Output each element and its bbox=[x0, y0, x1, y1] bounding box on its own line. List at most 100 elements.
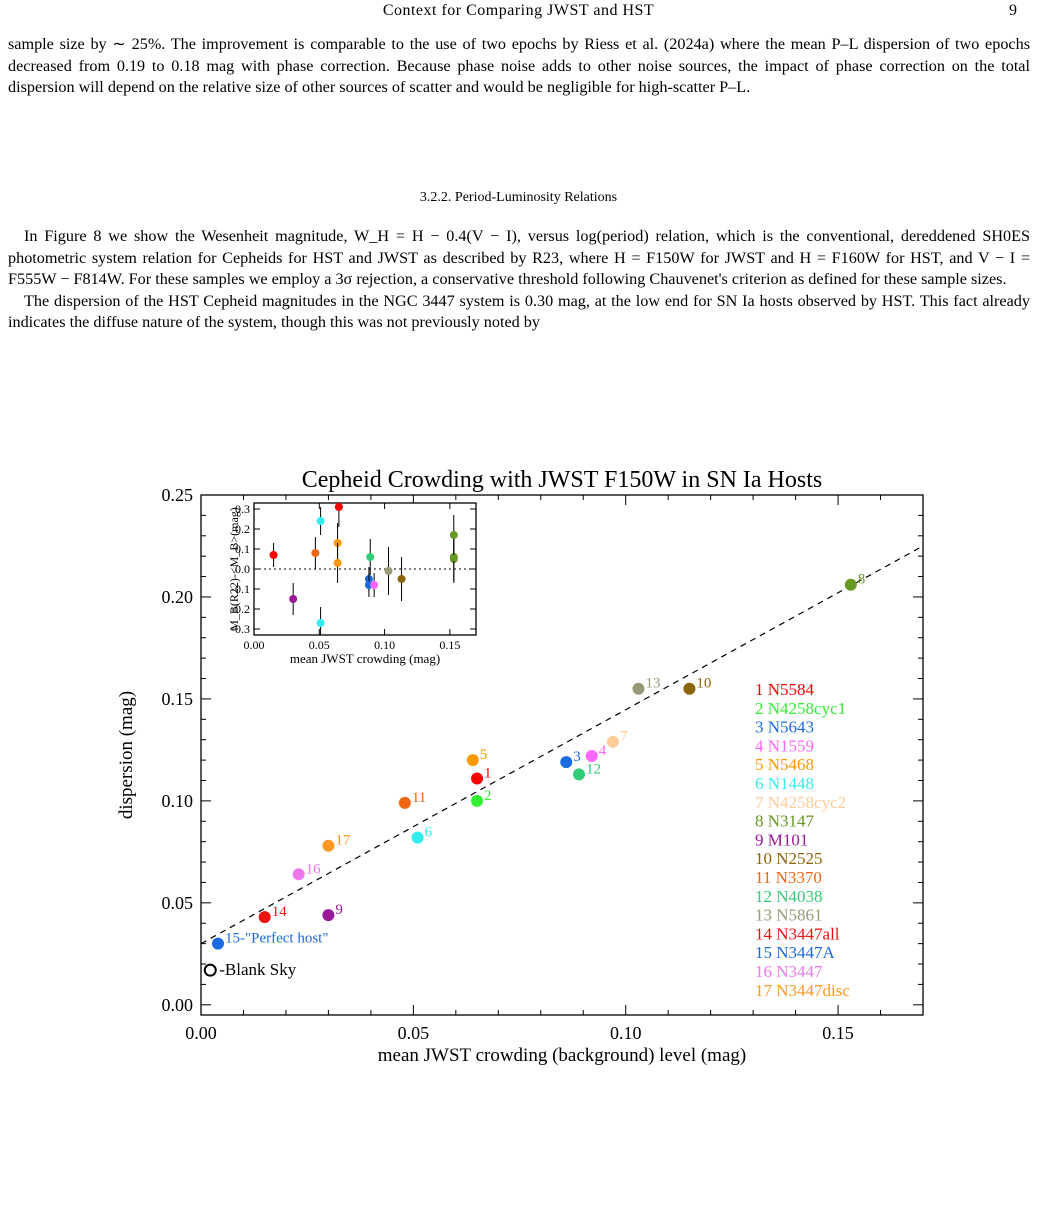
legend-entry-13: 13 N5861 bbox=[755, 906, 823, 925]
legend-entry-11: 11 N3370 bbox=[755, 868, 822, 887]
y-axis-label: dispersion (mag) bbox=[116, 691, 137, 819]
data-point-6 bbox=[411, 831, 424, 844]
paragraph-3-text: The dispersion of the HST Cepheid magnit… bbox=[8, 291, 1030, 332]
x-tick-label: 0.00 bbox=[185, 1023, 217, 1043]
blank-sky-marker bbox=[203, 963, 217, 977]
inset-point-12 bbox=[370, 581, 379, 589]
page-number: 9 bbox=[1009, 2, 1017, 19]
point-label-8: 8 bbox=[858, 572, 866, 588]
y-tick-label: 0.20 bbox=[162, 587, 194, 607]
point-label-3: 3 bbox=[573, 749, 581, 765]
y-tick-label: 0.05 bbox=[162, 893, 194, 913]
legend-entry-17: 17 N3447disc bbox=[755, 981, 850, 1000]
fit-line bbox=[200, 545, 924, 945]
section-heading: 3.2.2. Period-Luminosity Relations bbox=[419, 190, 618, 205]
inset-point-7 bbox=[333, 559, 342, 567]
legend-entry-14: 14 N3447all bbox=[755, 924, 840, 943]
inset-y-tick-label: 0.3 bbox=[235, 502, 250, 516]
point-label-5: 5 bbox=[480, 747, 488, 763]
inset-x-tick-label: 0.15 bbox=[439, 638, 460, 652]
data-point-7 bbox=[606, 735, 619, 748]
legend-entry-10: 10 N2525 bbox=[755, 849, 823, 868]
data-point-14 bbox=[258, 911, 271, 924]
plot-frame bbox=[200, 494, 924, 1016]
figure-svg: Cepheid Crowding with JWST F150W in SN I… bbox=[116, 467, 924, 1066]
running-title: Context for Comparing JWST and HST bbox=[382, 2, 655, 19]
point-label-10: 10 bbox=[696, 676, 711, 692]
x-tick-label: 0.10 bbox=[610, 1023, 642, 1043]
data-point-15 bbox=[211, 937, 224, 950]
data-point-11 bbox=[398, 796, 411, 809]
point-label-1: 1 bbox=[484, 765, 492, 781]
legend-entry-2: 2 N4258cyc1 bbox=[755, 699, 846, 718]
point-label-13: 13 bbox=[645, 676, 660, 692]
legend-entry-4: 4 N1559 bbox=[755, 736, 814, 755]
inset-point-17 bbox=[449, 531, 458, 539]
data-point-4 bbox=[585, 750, 598, 763]
y-tick-label: 0.00 bbox=[162, 995, 194, 1015]
point-label-7: 7 bbox=[620, 729, 628, 745]
figure: Cepheid Crowding with JWST F150W in SN I… bbox=[0, 455, 1037, 1109]
data-point-17 bbox=[322, 839, 335, 852]
point-label-2: 2 bbox=[484, 788, 492, 804]
inset-y-axis-label: M_B(R22)-<M_B>(mag) bbox=[227, 507, 241, 631]
paragraph-1: sample size by ∼ 25%. The improvement is… bbox=[8, 34, 1030, 99]
data-point-5 bbox=[466, 754, 479, 767]
inset-point-5 bbox=[316, 619, 325, 627]
point-label-16: 16 bbox=[306, 861, 322, 877]
data-point-12 bbox=[572, 768, 585, 781]
inset-point-16 bbox=[449, 553, 458, 561]
legend-entry-1: 1 N5584 bbox=[755, 680, 815, 699]
inset-x-tick-label: 0.00 bbox=[244, 638, 265, 652]
inset-point-1 bbox=[269, 551, 278, 559]
inset-point-11 bbox=[366, 553, 375, 561]
legend-entry-5: 5 N5468 bbox=[755, 755, 814, 774]
inset-point-14 bbox=[397, 575, 406, 583]
inset-y-tick-label: 0.0 bbox=[235, 562, 250, 576]
point-label-12: 12 bbox=[586, 761, 601, 777]
inset-point-4 bbox=[316, 517, 325, 525]
blank-sky-label: -Blank Sky bbox=[219, 960, 296, 979]
chart-title: Cepheid Crowding with JWST F150W in SN I… bbox=[302, 467, 822, 493]
point-label-14: 14 bbox=[272, 904, 288, 920]
data-point-16 bbox=[292, 868, 305, 881]
y-tick-label: 0.15 bbox=[162, 689, 194, 709]
point-label-9: 9 bbox=[335, 902, 343, 918]
legend-entry-8: 8 N3147 bbox=[755, 812, 815, 831]
inset-x-axis-label: mean JWST crowding (mag) bbox=[290, 651, 440, 666]
inset-x-tick-label: 0.10 bbox=[374, 638, 395, 652]
point-label-15: 15-"Perfect host" bbox=[225, 931, 328, 947]
page-header: Context for Comparing JWST and HST 9 bbox=[0, 0, 1037, 30]
point-label-17: 17 bbox=[335, 833, 351, 849]
legend-entry-15: 15 N3447A bbox=[755, 943, 836, 962]
inset-point-8 bbox=[334, 503, 343, 511]
inset-point-2 bbox=[289, 595, 298, 603]
inset-point-13 bbox=[384, 567, 393, 575]
inset-y-tick-label: 0.2 bbox=[235, 522, 250, 536]
inset-y-tick-label: -0.3 bbox=[231, 622, 250, 636]
legend-entry-7: 7 N4258cyc2 bbox=[755, 793, 846, 812]
legend-entry-3: 3 N5643 bbox=[755, 718, 814, 737]
point-label-4: 4 bbox=[599, 743, 607, 759]
paragraph-2-text: In Figure 8 we show the Wesenheit magnit… bbox=[8, 227, 1030, 288]
legend-entry-16: 16 N3447 bbox=[755, 962, 823, 981]
data-point-1 bbox=[471, 772, 484, 785]
data-point-10 bbox=[683, 682, 696, 695]
y-tick-label: 0.10 bbox=[162, 791, 194, 811]
data-point-3 bbox=[560, 756, 573, 769]
point-label-11: 11 bbox=[412, 790, 426, 806]
x-axis-label: mean JWST crowding (background) level (m… bbox=[378, 1045, 746, 1066]
paragraph-2: In Figure 8 we show the Wesenheit magnit… bbox=[8, 226, 1030, 334]
y-tick-label: 0.25 bbox=[162, 485, 194, 505]
data-point-13 bbox=[632, 682, 645, 695]
data-point-8 bbox=[844, 578, 857, 591]
x-tick-label: 0.15 bbox=[822, 1023, 854, 1043]
paragraph-1-text: sample size by ∼ 25%. The improvement is… bbox=[8, 35, 1030, 96]
inset-y-tick-label: -0.1 bbox=[231, 582, 250, 596]
inset-y-tick-label: -0.2 bbox=[231, 602, 250, 616]
inset-y-tick-label: 0.1 bbox=[235, 542, 250, 556]
inset-point-3 bbox=[311, 549, 320, 557]
legend-entry-9: 9 M101 bbox=[755, 830, 808, 849]
data-point-2 bbox=[471, 794, 484, 807]
point-label-6: 6 bbox=[425, 825, 433, 841]
